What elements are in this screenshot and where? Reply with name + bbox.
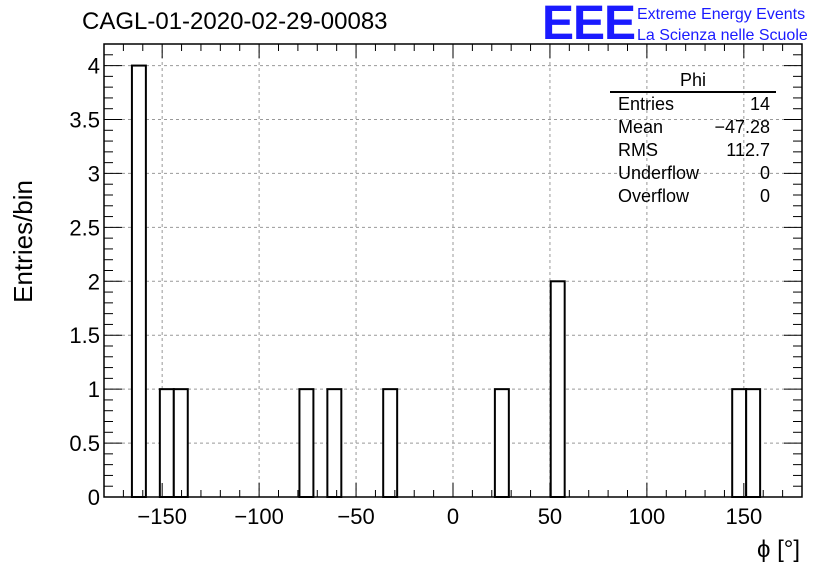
x-tick-label: −100 xyxy=(234,504,284,529)
histogram-bar xyxy=(493,388,510,498)
y-tick-label: 1.5 xyxy=(69,323,100,348)
histogram-bar xyxy=(326,388,343,498)
logo-caption: Extreme Energy Events La Scienza nelle S… xyxy=(637,4,808,46)
grid-lines xyxy=(104,44,802,498)
y-tick-label: 0.5 xyxy=(69,431,100,456)
stats-value: −47.28 xyxy=(714,117,770,137)
stats-value: 0 xyxy=(759,163,770,183)
histogram-bar xyxy=(745,388,762,498)
x-tick-label: 150 xyxy=(725,504,762,529)
x-tick-label: 100 xyxy=(629,504,666,529)
x-tick-labels: −150 −100 −50 0 50 100 150 xyxy=(137,504,762,529)
y-axis-title: Entries/bin xyxy=(8,180,38,303)
chart-title: CAGL-01-2020-02-29-00083 xyxy=(82,8,388,35)
y-tick-label: 3 xyxy=(88,161,100,186)
histogram-bars xyxy=(130,64,762,498)
stats-row-entries: Entries 14 xyxy=(610,93,776,116)
histogram-bar xyxy=(549,280,566,498)
y-tick-label: 0 xyxy=(88,485,100,510)
x-axis-title: ϕ [°] xyxy=(757,536,800,563)
stats-label: Overflow xyxy=(618,186,690,206)
stats-title: Phi xyxy=(610,70,776,93)
histogram-bar xyxy=(298,388,315,498)
stats-row-underflow: Underflow 0 xyxy=(610,162,776,185)
axis-ticks xyxy=(103,43,803,498)
histogram-bar xyxy=(130,64,147,498)
stats-row-mean: Mean −47.28 xyxy=(610,116,776,139)
stats-box: Phi Entries 14 Mean −47.28 RMS 112.7 Und… xyxy=(610,70,776,208)
y-tick-label: 3.5 xyxy=(69,108,100,133)
x-tick-label: 50 xyxy=(538,504,562,529)
y-tick-label: 4 xyxy=(88,54,100,79)
logo-line-1: Extreme Energy Events xyxy=(637,6,806,23)
stats-label: Entries xyxy=(618,94,675,114)
histogram-bar xyxy=(172,388,189,498)
stats-row-rms: RMS 112.7 xyxy=(610,139,776,162)
x-tick-label: −50 xyxy=(337,504,374,529)
histogram-bar xyxy=(731,388,748,498)
x-tick-label: 0 xyxy=(447,504,459,529)
stats-value: 0 xyxy=(759,186,770,206)
histogram-bar xyxy=(382,388,399,498)
stats-value: 14 xyxy=(749,94,770,114)
y-tick-label: 1 xyxy=(88,377,100,402)
stats-row-overflow: Overflow 0 xyxy=(610,185,776,208)
y-tick-label: 2.5 xyxy=(69,215,100,240)
x-tick-label: −150 xyxy=(137,504,187,529)
stats-label: Mean xyxy=(618,117,664,137)
y-tick-labels: 0 0.5 1 1.5 2 2.5 3 3.5 4 xyxy=(69,54,100,510)
stats-label: RMS xyxy=(618,140,658,160)
y-tick-label: 2 xyxy=(88,269,100,294)
stats-label: Underflow xyxy=(618,163,700,183)
stats-value: 112.7 xyxy=(726,140,770,160)
eee-logo: EEE xyxy=(542,0,636,50)
histogram-bar xyxy=(158,388,175,498)
logo-line-2: La Scienza nelle Scuole xyxy=(637,27,808,44)
